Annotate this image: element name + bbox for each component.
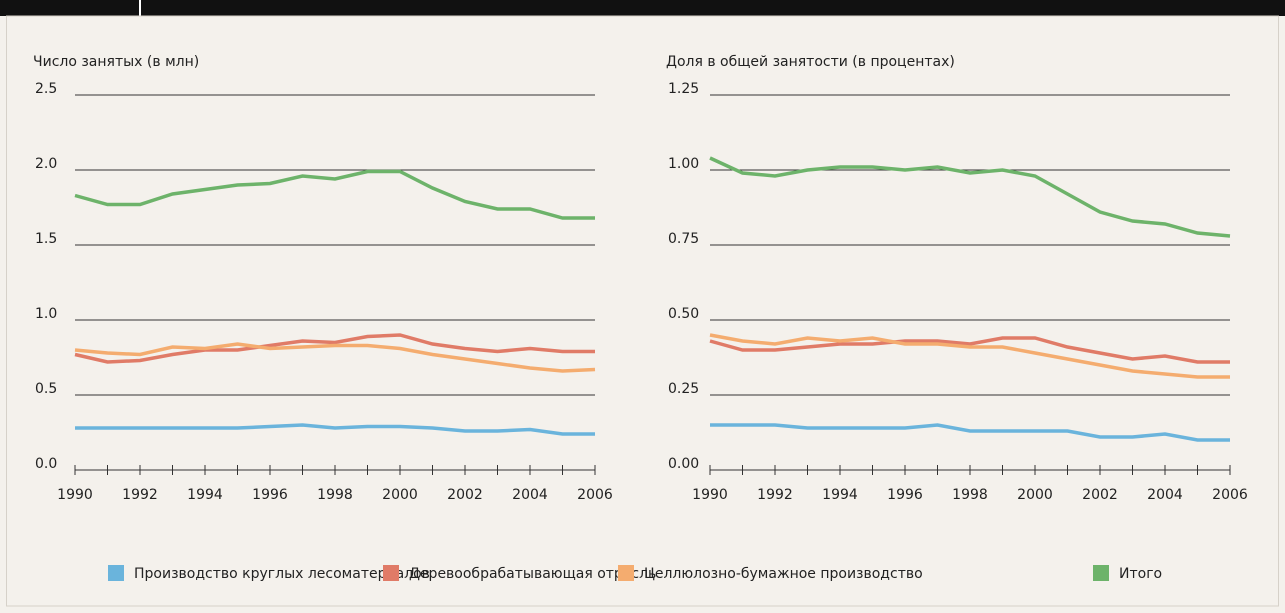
line <box>709 333 1230 379</box>
y-tick-label: 0.75 <box>668 231 699 247</box>
frame <box>6 15 1279 607</box>
x-tick-label: 1990 <box>57 487 93 503</box>
x-tick-label: 1996 <box>252 487 288 503</box>
legend-swatch <box>383 565 399 581</box>
y-tick-label: 0.5 <box>35 381 57 397</box>
x-tick-label: 2006 <box>577 487 613 503</box>
header-band <box>0 0 1285 16</box>
y-tick-label: 2.5 <box>35 81 57 97</box>
legend-label: Деревообрабатывающая отрасль <box>409 566 656 582</box>
legend-swatch <box>1093 565 1109 581</box>
chart-title: Доля в общей занятости (в процентах) <box>666 54 955 70</box>
x-tick-label: 2002 <box>447 487 483 503</box>
y-tick-label: 2.0 <box>35 156 57 172</box>
x-tick-label: 1994 <box>822 487 858 503</box>
legend-swatch <box>108 565 124 581</box>
y-tick-label: 0.25 <box>668 381 699 397</box>
x-tick-label: 1990 <box>692 487 728 503</box>
line <box>74 169 595 220</box>
line <box>709 156 1231 238</box>
x-tick-label: 2004 <box>512 487 548 503</box>
line <box>709 336 1230 364</box>
x-tick-label: 1996 <box>887 487 923 503</box>
chart-title: Число занятых (в млн) <box>33 54 199 70</box>
y-tick-label: 0.50 <box>668 306 699 322</box>
line <box>75 423 595 436</box>
x-tick-label: 2000 <box>1017 487 1053 503</box>
line <box>710 423 1230 442</box>
x-tick-label: 2000 <box>382 487 418 503</box>
legend-label: Производство круглых лесоматериалов <box>134 566 430 582</box>
legend-label: Итого <box>1119 566 1162 582</box>
y-tick-label: 1.00 <box>668 156 699 172</box>
x-tick-label: 2006 <box>1212 487 1248 503</box>
x-tick-label: 1998 <box>317 487 353 503</box>
x-tick-label: 1994 <box>187 487 223 503</box>
line <box>74 333 595 364</box>
y-tick-label: 1.25 <box>668 81 699 97</box>
x-tick-label: 2002 <box>1082 487 1118 503</box>
legend-swatch <box>618 565 634 581</box>
y-tick-label: 1.0 <box>35 306 57 322</box>
y-tick-label: 0.0 <box>35 456 57 472</box>
x-tick-label: 2004 <box>1147 487 1183 503</box>
y-tick-label: 1.5 <box>35 231 57 247</box>
x-tick-label: 1992 <box>122 487 158 503</box>
y-tick-label: 0.00 <box>668 456 699 472</box>
legend-label: Целлюлозно-бумажное производство <box>644 566 923 582</box>
x-tick-label: 1992 <box>757 487 793 503</box>
x-tick-label: 1998 <box>952 487 988 503</box>
line <box>74 342 596 373</box>
